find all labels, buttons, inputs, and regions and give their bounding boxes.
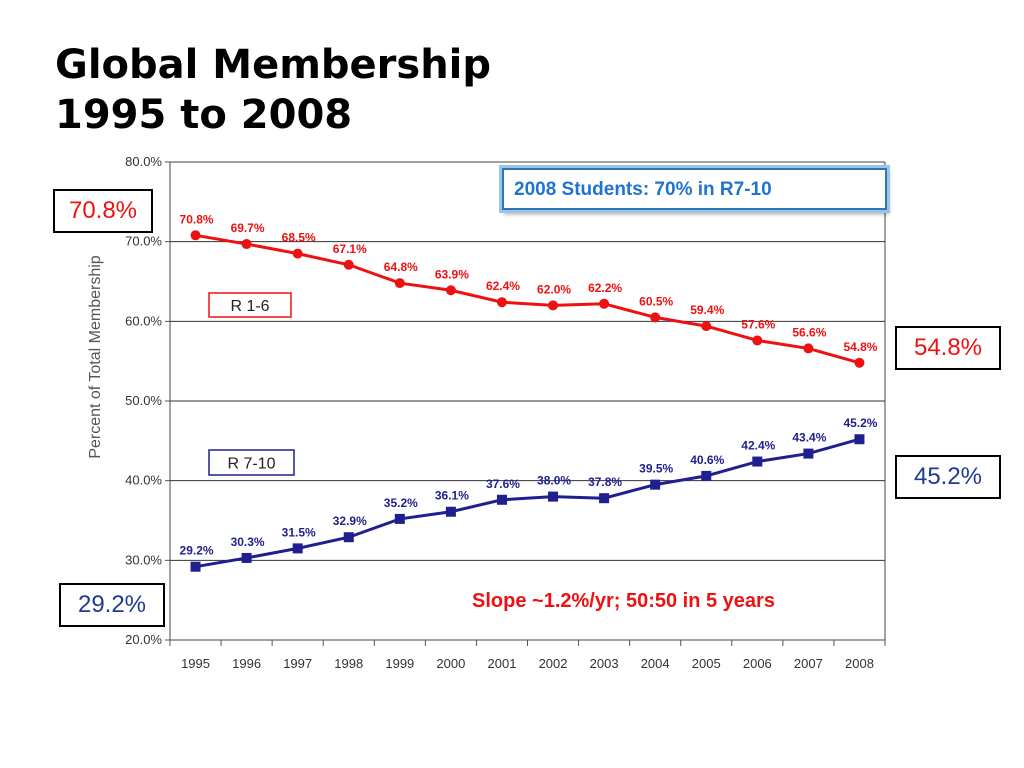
slope-note: Slope ~1.2%/yr; 50:50 in 5 years [472, 590, 775, 612]
x-tick-label: 2003 [590, 656, 619, 671]
data-label-r7-10: 45.2% [843, 416, 877, 430]
y-tick-label: 50.0% [125, 393, 162, 408]
data-label-r1-6: 68.5% [282, 231, 316, 245]
data-point-r1-6 [803, 343, 814, 354]
data-label-r1-6: 60.5% [639, 294, 673, 308]
series-label-box-r1-6 [208, 292, 292, 318]
series-label-r1-6: R 1-6 [230, 298, 269, 315]
data-point-r1-6 [701, 321, 712, 332]
title-line-2: 1995 to 2008 [55, 92, 353, 138]
data-label-r1-6: 56.6% [792, 325, 826, 339]
x-tick-label: 1995 [181, 656, 210, 671]
data-label-r1-6: 59.4% [690, 303, 724, 317]
data-label-r1-6: 69.7% [231, 221, 265, 235]
x-tick-label: 1999 [385, 656, 414, 671]
data-point-r7-10 [292, 543, 303, 554]
data-point-r1-6 [752, 335, 763, 346]
data-point-r7-10 [752, 456, 763, 467]
y-tick-label: 70.0% [125, 234, 162, 249]
note-box-text: 2008 Students: 70% in R7-10 [514, 179, 772, 200]
data-label-r7-10: 39.5% [639, 462, 673, 476]
data-point-r1-6 [394, 278, 405, 289]
data-point-r7-10 [496, 494, 507, 505]
data-point-r7-10 [548, 491, 559, 502]
x-tick-label: 2001 [488, 656, 517, 671]
data-point-r7-10 [803, 448, 814, 459]
data-label-r7-10: 31.5% [282, 525, 316, 539]
data-label-r1-6: 62.4% [486, 279, 520, 293]
data-label-r7-10: 40.6% [690, 453, 724, 467]
data-label-r1-6: 62.2% [588, 281, 622, 295]
data-point-r7-10 [445, 506, 456, 517]
x-tick-label: 2004 [641, 656, 670, 671]
y-tick-label: 80.0% [125, 154, 162, 169]
callout-red-start: 70.8% [53, 189, 153, 233]
data-point-r1-6 [292, 248, 303, 259]
y-tick-label: 30.0% [125, 552, 162, 567]
series-line-r1-6 [195, 233, 860, 365]
x-tick-label: 2006 [743, 656, 772, 671]
callout-blue-end: 45.2% [895, 455, 1001, 499]
data-point-r1-6 [445, 285, 456, 296]
data-point-r1-6 [343, 259, 354, 270]
page-title: Global Membership 1995 to 2008 [55, 40, 491, 140]
data-label-r1-6: 64.8% [384, 260, 418, 274]
data-point-r7-10 [701, 470, 712, 481]
data-label-r1-6: 62.0% [537, 282, 571, 296]
data-label-r1-6: 54.8% [843, 340, 877, 354]
x-tick-label: 2000 [436, 656, 465, 671]
data-point-r7-10 [650, 479, 661, 490]
data-label-r1-6: 70.8% [180, 212, 214, 226]
x-tick-label: 2002 [539, 656, 568, 671]
data-label-r1-6: 57.6% [741, 317, 775, 331]
note-box: 2008 Students: 70% in R7-10 [502, 168, 887, 210]
x-tick-label: 1998 [334, 656, 363, 671]
x-tick-label: 2007 [794, 656, 823, 671]
series-line-r7-10 [195, 437, 860, 569]
data-label-r1-6: 67.1% [333, 242, 367, 256]
x-tick-label: 2005 [692, 656, 721, 671]
title-line-1: Global Membership [55, 42, 492, 88]
x-tick-label: 1997 [283, 656, 312, 671]
data-point-r1-6 [599, 298, 610, 309]
x-tick-label: 1996 [232, 656, 261, 671]
y-tick-label: 40.0% [125, 473, 162, 488]
data-label-r7-10: 32.9% [333, 514, 367, 528]
data-label-r7-10: 37.8% [588, 475, 622, 489]
data-point-r7-10 [241, 552, 252, 563]
data-label-r7-10: 43.4% [792, 431, 826, 445]
data-label-r7-10: 38.0% [537, 474, 571, 488]
series-label-box-r7-10 [208, 449, 295, 476]
data-point-r1-6 [190, 230, 201, 241]
data-point-r1-6 [496, 297, 507, 308]
data-label-r1-6: 63.9% [435, 267, 469, 281]
y-tick-label: 60.0% [125, 313, 162, 328]
data-label-r7-10: 36.1% [435, 489, 469, 503]
data-point-r7-10 [394, 513, 405, 524]
data-point-r7-10 [190, 561, 201, 572]
data-point-r1-6 [650, 312, 661, 323]
y-tick-label: 20.0% [125, 632, 162, 647]
data-label-r7-10: 35.2% [384, 496, 418, 510]
data-point-r1-6 [854, 357, 865, 368]
data-label-r7-10: 37.6% [486, 477, 520, 491]
data-point-r7-10 [854, 434, 865, 445]
callout-red-end: 54.8% [895, 326, 1001, 370]
data-point-r7-10 [343, 532, 354, 543]
callout-blue-start: 29.2% [59, 583, 165, 627]
data-label-r7-10: 29.2% [180, 544, 214, 558]
y-axis-title: Percent of Total Membership [87, 255, 104, 459]
data-point-r7-10 [599, 493, 610, 504]
data-point-r1-6 [241, 239, 252, 250]
data-label-r7-10: 30.3% [231, 535, 265, 549]
data-label-r7-10: 42.4% [741, 439, 775, 453]
data-point-r1-6 [548, 300, 559, 311]
x-tick-label: 2008 [845, 656, 874, 671]
series-label-r7-10: R 7-10 [227, 456, 275, 473]
